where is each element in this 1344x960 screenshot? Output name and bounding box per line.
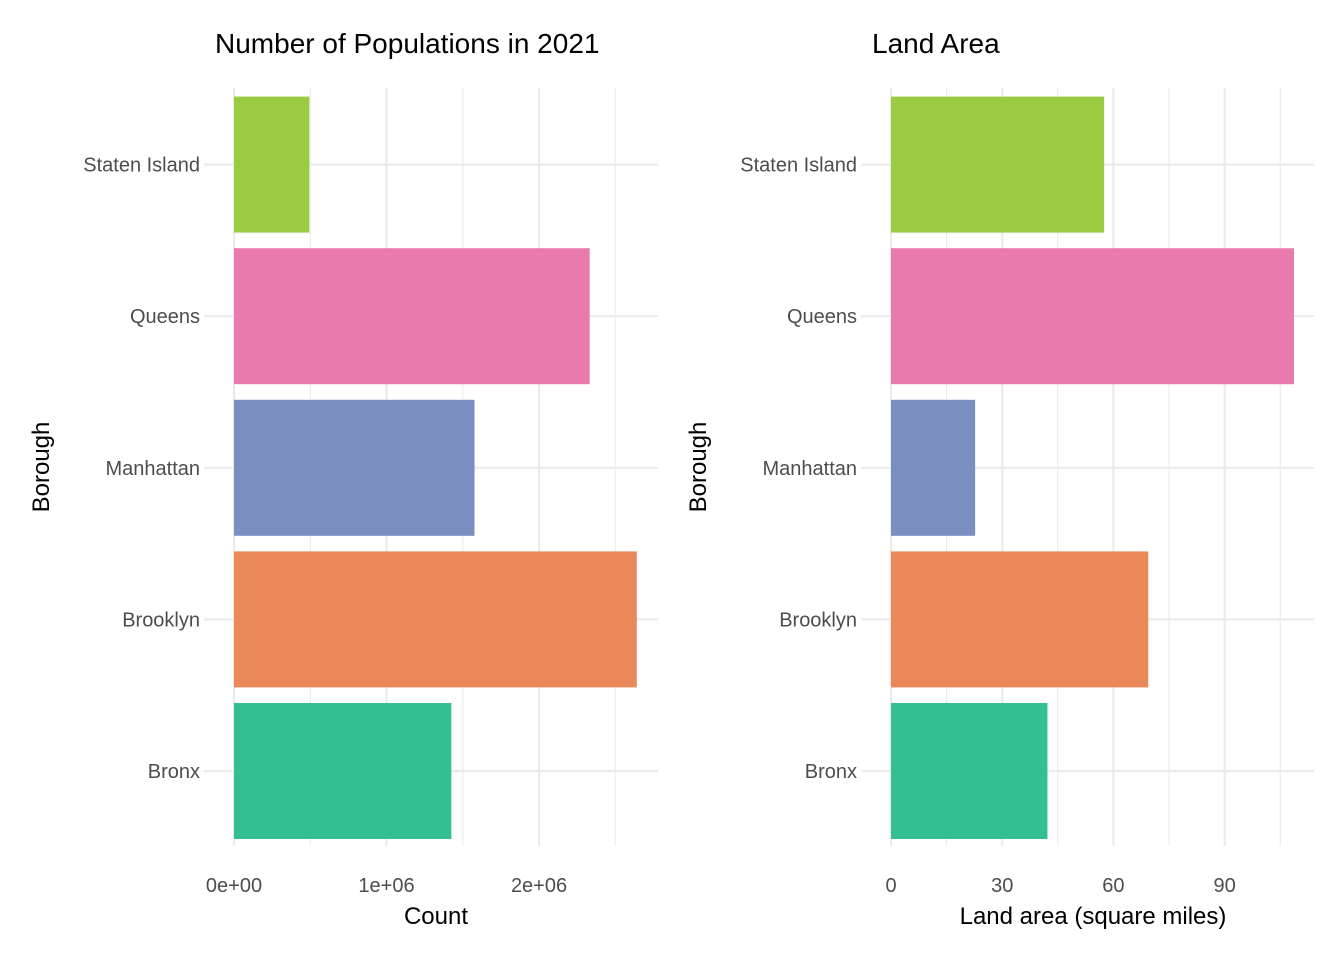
land-area-bar-bronx: [891, 703, 1048, 839]
population-x-axis-title: Count: [404, 903, 468, 930]
land-area-panel: Bronx Brooklyn Manhattan Queens Staten Islan…: [685, 28, 1314, 930]
land-area-y-axis-title: Borough: [685, 422, 712, 513]
population-x-tick-label: 2e+06: [511, 875, 567, 897]
population-bar-queens: [234, 248, 590, 385]
population-chart-title: Number of Populations in 2021: [215, 28, 599, 59]
population-x-tick-label: 0e+00: [206, 875, 262, 897]
land-area-x-axis-title: Land area (square miles): [960, 903, 1227, 930]
population-y-tick-label: Brooklyn: [122, 609, 200, 631]
population-y-tick-label: Bronx: [148, 761, 200, 783]
population-y-tick-label: Queens: [130, 306, 200, 328]
land-area-x-tick-label: 60: [1102, 875, 1124, 897]
land-area-x-tick-label: 90: [1214, 875, 1236, 897]
population-bar-manhattan: [234, 399, 475, 536]
land-area-y-tick-label: Queens: [787, 306, 857, 328]
land-area-x-tick-label: 0: [885, 875, 896, 897]
land-area-x-tick-label: 30: [991, 875, 1013, 897]
population-y-axis-title: Borough: [28, 422, 55, 513]
population-y-tick-label: Manhattan: [105, 458, 200, 480]
land-area-bar-queens: [891, 248, 1294, 385]
population-bar-bronx: [234, 703, 452, 839]
land-area-y-tick-label: Manhattan: [762, 458, 857, 480]
population-x-ticks: 0e+00 1e+06 2e+06: [206, 875, 567, 897]
land-area-bar-manhattan: [891, 399, 976, 536]
land-area-x-ticks: 0 30 60 90: [885, 875, 1235, 897]
land-area-y-tick-label: Bronx: [805, 761, 857, 783]
land-area-y-tick-label: Brooklyn: [779, 609, 857, 631]
population-bars: [234, 96, 637, 839]
population-y-ticks: Bronx Brooklyn Manhattan Queens Staten Islan…: [83, 155, 200, 783]
population-y-tick-label: Staten Island: [83, 155, 200, 177]
population-panel: Bronx Brooklyn Manhattan Queens Staten Islan…: [28, 28, 658, 930]
population-x-tick-label: 1e+06: [358, 875, 414, 897]
land-area-bar-staten-island: [891, 96, 1105, 233]
land-area-y-tick-label: Staten Island: [740, 155, 857, 177]
population-bar-brooklyn: [234, 551, 637, 688]
land-area-bar-brooklyn: [891, 551, 1149, 688]
land-area-bars: [891, 96, 1294, 839]
land-area-chart-title: Land Area: [872, 28, 1000, 59]
land-area-y-ticks: Bronx Brooklyn Manhattan Queens Staten Islan…: [740, 155, 857, 783]
population-bar-staten-island: [234, 96, 310, 233]
